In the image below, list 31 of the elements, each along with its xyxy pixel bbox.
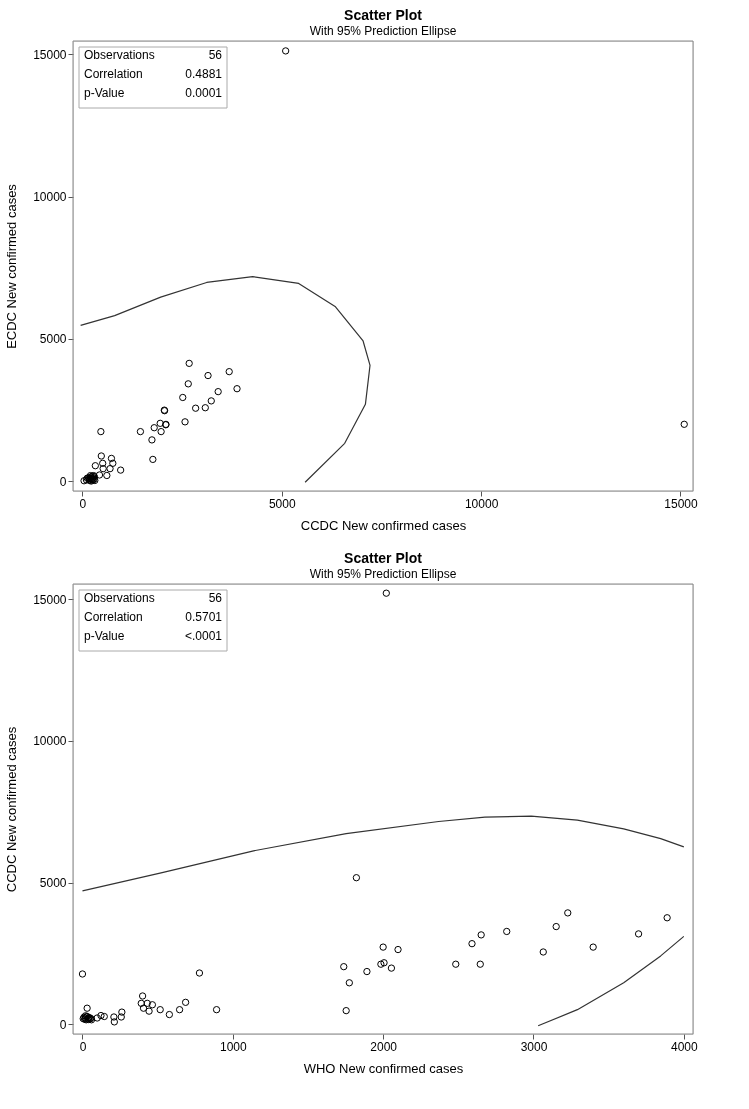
x-axis-title: CCDC New confirmed cases <box>300 517 467 533</box>
x-tick-label: 10000 <box>464 496 499 511</box>
y-axis-title: CCDC New confirmed cases <box>4 726 20 893</box>
y-tick-label: 0 <box>59 474 67 489</box>
y-tick-label: 10000 <box>33 190 67 205</box>
text: Correlation 0.5701 <box>84 610 222 624</box>
x-tick-label: 4000 <box>670 1039 698 1054</box>
text: p-Value 0.0001 <box>84 86 222 100</box>
x-tick-label: 15000 <box>664 496 698 511</box>
x-tick-label: 3000 <box>520 1039 548 1054</box>
y-tick-label: 10000 <box>33 734 67 749</box>
x-tick-label: 5000 <box>268 496 296 511</box>
chart-title: Scatter Plot <box>344 6 423 23</box>
text: Observations 56 <box>84 48 222 62</box>
text: p-Value <.0001 <box>84 629 222 643</box>
y-axis-title: ECDC New confirmed cases <box>4 183 20 349</box>
y-tick-label: 5000 <box>39 876 67 891</box>
chart-title: Scatter Plot <box>344 549 423 566</box>
y-tick-label: 0 <box>59 1017 67 1032</box>
x-axis-title: WHO New confirmed cases <box>303 1060 464 1076</box>
x-tick-label: 1000 <box>219 1039 247 1054</box>
y-tick-label: 5000 <box>39 332 67 347</box>
chart-subtitle: With 95% Prediction Ellipse <box>309 23 457 38</box>
chart-subtitle: With 95% Prediction Ellipse <box>309 566 457 581</box>
x-tick-label: 0 <box>79 1039 87 1054</box>
y-tick-label: 15000 <box>33 47 67 62</box>
y-tick-label: 15000 <box>33 592 67 607</box>
x-tick-label: 2000 <box>370 1039 398 1054</box>
text: Observations 56 <box>84 591 222 605</box>
x-tick-label: 0 <box>79 496 87 511</box>
text: Correlation 0.4881 <box>84 67 222 81</box>
